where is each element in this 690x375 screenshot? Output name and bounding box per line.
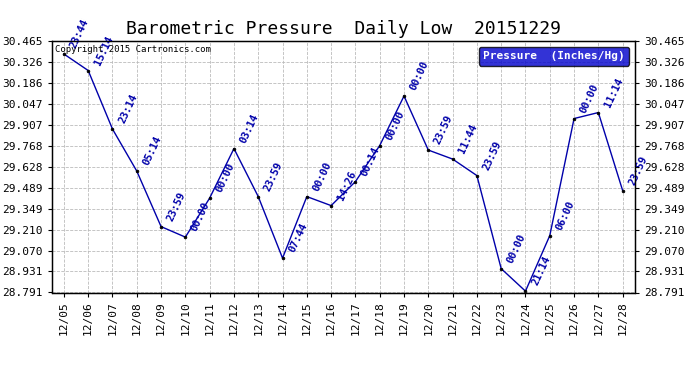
Text: 00:00: 00:00 [214, 161, 236, 194]
Text: 15:14: 15:14 [92, 34, 115, 66]
Text: 14:26: 14:26 [335, 169, 357, 201]
Text: 00:14: 00:14 [359, 145, 382, 177]
Text: 23:44: 23:44 [68, 17, 90, 50]
Text: 05:14: 05:14 [141, 134, 164, 167]
Text: 00:00: 00:00 [384, 109, 406, 141]
Text: 23:59: 23:59 [433, 113, 455, 146]
Text: Copyright 2015 Cartronics.com: Copyright 2015 Cartronics.com [55, 45, 210, 54]
Text: 11:14: 11:14 [602, 76, 625, 108]
Text: 23:59: 23:59 [627, 154, 649, 186]
Text: 03:14: 03:14 [238, 112, 260, 144]
Text: 07:44: 07:44 [287, 221, 309, 254]
Text: 00:00: 00:00 [505, 232, 528, 264]
Text: 21:14: 21:14 [530, 254, 552, 287]
Text: 00:00: 00:00 [408, 59, 431, 92]
Text: 23:14: 23:14 [117, 92, 139, 125]
Legend: Pressure  (Inches/Hg): Pressure (Inches/Hg) [479, 47, 629, 66]
Text: 23:59: 23:59 [262, 160, 285, 192]
Text: 00:00: 00:00 [578, 82, 600, 114]
Text: 23:59: 23:59 [481, 139, 503, 171]
Text: 00:00: 00:00 [190, 200, 212, 233]
Text: 23:59: 23:59 [165, 190, 188, 222]
Text: 00:00: 00:00 [311, 160, 333, 192]
Text: 11:44: 11:44 [457, 122, 479, 155]
Text: 06:00: 06:00 [554, 199, 576, 231]
Title: Barometric Pressure  Daily Low  20151229: Barometric Pressure Daily Low 20151229 [126, 20, 561, 38]
